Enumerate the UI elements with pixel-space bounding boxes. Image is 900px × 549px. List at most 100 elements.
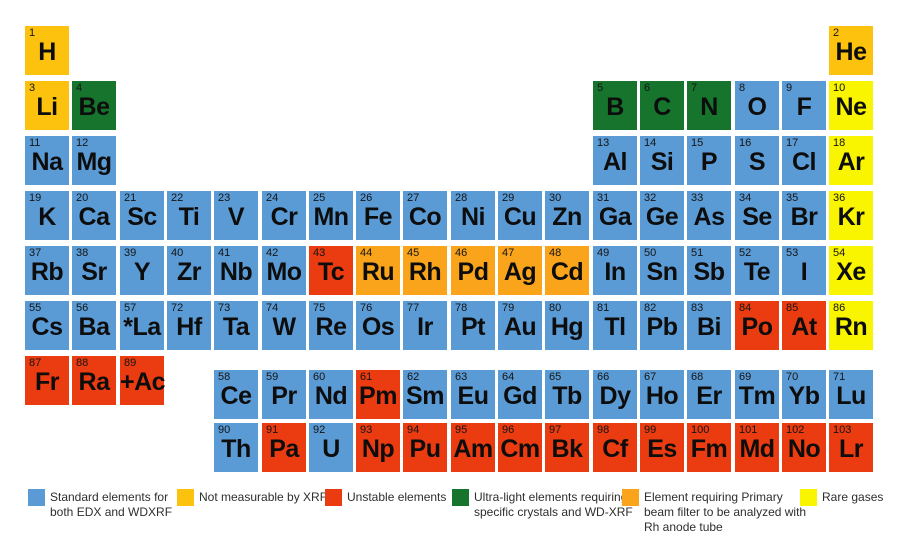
atomic-number: 46 bbox=[455, 247, 468, 259]
atomic-number: 84 bbox=[739, 302, 752, 314]
element-s: 16 S bbox=[735, 136, 779, 185]
element-ge: 32 Ge bbox=[640, 191, 684, 240]
element-symbol: Tb bbox=[552, 382, 582, 410]
atomic-number: 24 bbox=[266, 192, 279, 204]
atomic-number: 5 bbox=[597, 82, 604, 94]
element-symbol: Cs bbox=[31, 313, 63, 341]
element-fr: 87 Fr bbox=[25, 356, 69, 405]
element-symbol: Te bbox=[743, 258, 771, 286]
atomic-number: 21 bbox=[124, 192, 137, 204]
element-symbol: Es bbox=[647, 435, 677, 463]
element-symbol: Gd bbox=[503, 382, 537, 410]
element-symbol: Np bbox=[361, 435, 395, 463]
legend-label: Standard elements for both EDX and WDXRF bbox=[50, 490, 173, 519]
element-sm: 62 Sm bbox=[403, 370, 447, 419]
element-symbol: Ce bbox=[220, 382, 252, 410]
element-symbol: Zr bbox=[177, 258, 202, 286]
element-symbol: Si bbox=[650, 148, 674, 176]
legend-label: Rare gases bbox=[822, 490, 884, 504]
element-no: 102 No bbox=[782, 423, 826, 472]
element-symbol: Po bbox=[741, 313, 773, 341]
element-symbol: Sr bbox=[81, 258, 107, 286]
atomic-number: 70 bbox=[786, 371, 799, 383]
element-ti: 22 Ti bbox=[167, 191, 211, 240]
element-symbol: Er bbox=[696, 382, 722, 410]
legend-label: Ultra-light elements requiring specific … bbox=[474, 490, 633, 519]
element-p: 15 P bbox=[687, 136, 731, 185]
element-cm: 96 Cm bbox=[498, 423, 542, 472]
element-symbol: +Ac bbox=[120, 368, 166, 396]
element-symbol: Eu bbox=[457, 382, 489, 410]
atomic-number: 56 bbox=[76, 302, 89, 314]
element-dy: 66 Dy bbox=[593, 370, 637, 419]
element-symbol: Pb bbox=[646, 313, 678, 341]
atomic-number: 16 bbox=[739, 137, 752, 149]
element-symbol: B bbox=[606, 93, 624, 121]
atomic-number: 25 bbox=[313, 192, 326, 204]
atomic-number: 37 bbox=[29, 247, 42, 259]
element-sb: 51 Sb bbox=[687, 246, 731, 295]
element-symbol: *La bbox=[123, 313, 161, 341]
element-ga: 31 Ga bbox=[593, 191, 637, 240]
atomic-number: 60 bbox=[313, 371, 326, 383]
element-symbol: Ag bbox=[503, 258, 537, 286]
element-symbol: Os bbox=[361, 313, 395, 341]
element-symbol: Ra bbox=[78, 368, 110, 396]
element-pb: 82 Pb bbox=[640, 301, 684, 350]
atomic-number: 62 bbox=[407, 371, 420, 383]
element-symbol: Ir bbox=[417, 313, 433, 341]
element-symbol: Ne bbox=[835, 93, 867, 121]
atomic-number: 10 bbox=[833, 82, 846, 94]
element-symbol: Ti bbox=[178, 203, 200, 231]
element-ra: 88 Ra bbox=[72, 356, 116, 405]
atomic-number: 98 bbox=[597, 424, 610, 436]
atomic-number: 43 bbox=[313, 247, 326, 259]
atomic-number: 14 bbox=[644, 137, 657, 149]
element-si: 14 Si bbox=[640, 136, 684, 185]
atomic-number: 94 bbox=[407, 424, 420, 436]
atomic-number: 30 bbox=[549, 192, 562, 204]
element-symbol: Au bbox=[503, 313, 537, 341]
atomic-number: 20 bbox=[76, 192, 89, 204]
element-xe: 54 Xe bbox=[829, 246, 873, 295]
element-bk: 97 Bk bbox=[545, 423, 589, 472]
element-al: 13 Al bbox=[593, 136, 637, 185]
element-rn: 86 Rn bbox=[829, 301, 873, 350]
element-se: 34 Se bbox=[735, 191, 779, 240]
legend-swatch-unstable-elements-icon bbox=[325, 489, 342, 506]
element-ba: 56 Ba bbox=[72, 301, 116, 350]
element-ac: 89 +Ac bbox=[120, 356, 166, 405]
element-symbol: Md bbox=[739, 435, 775, 463]
atomic-number: 45 bbox=[407, 247, 420, 259]
element-symbol: Ga bbox=[598, 203, 632, 231]
element-symbol: Ca bbox=[78, 203, 110, 231]
element-symbol: Am bbox=[453, 435, 493, 463]
element-symbol: Cf bbox=[602, 435, 628, 463]
element-nd: 60 Nd bbox=[309, 370, 353, 419]
legend-swatch-primary-beam-filter-icon bbox=[622, 489, 639, 506]
atomic-number: 39 bbox=[124, 247, 137, 259]
element-symbol: Ar bbox=[837, 148, 865, 176]
element-cf: 98 Cf bbox=[593, 423, 637, 472]
atomic-number: 40 bbox=[171, 247, 184, 259]
element-symbol: Li bbox=[36, 93, 58, 121]
element-cd: 48 Cd bbox=[545, 246, 589, 295]
element-symbol: Tc bbox=[317, 258, 345, 286]
element-as: 33 As bbox=[687, 191, 731, 240]
atomic-number: 73 bbox=[218, 302, 231, 314]
element-symbol: Sm bbox=[406, 382, 444, 410]
atomic-number: 75 bbox=[313, 302, 326, 314]
element-pa: 91 Pa bbox=[262, 423, 306, 472]
atomic-number: 55 bbox=[29, 302, 42, 314]
element-symbol: Ni bbox=[461, 203, 486, 231]
atomic-number: 69 bbox=[739, 371, 752, 383]
element-li: 3 Li bbox=[25, 81, 69, 130]
element-ir: 77 Ir bbox=[403, 301, 447, 350]
atomic-number: 34 bbox=[739, 192, 752, 204]
element-ne: 10 Ne bbox=[829, 81, 873, 130]
element-symbol: Bk bbox=[551, 435, 583, 463]
element-symbol: Ho bbox=[645, 382, 679, 410]
atomic-number: 61 bbox=[360, 371, 373, 383]
atomic-number: 53 bbox=[786, 247, 799, 259]
